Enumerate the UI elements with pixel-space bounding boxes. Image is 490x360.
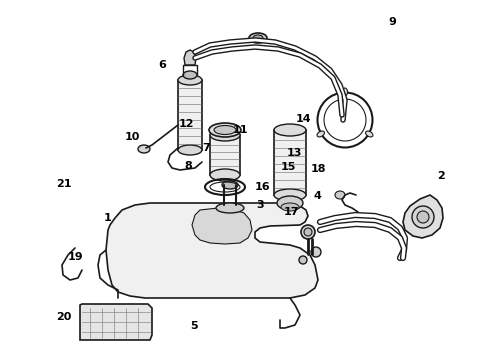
Text: 7: 7 [202,143,210,153]
Ellipse shape [216,203,244,213]
Polygon shape [403,195,443,238]
Text: 18: 18 [311,164,326,174]
Text: 9: 9 [388,17,396,27]
Ellipse shape [277,196,303,210]
Ellipse shape [253,35,263,41]
Text: 8: 8 [185,161,193,171]
Text: 17: 17 [284,207,299,217]
Ellipse shape [209,123,241,137]
Ellipse shape [281,203,299,211]
Text: 4: 4 [314,191,321,201]
Ellipse shape [183,71,197,79]
Bar [274,130,306,195]
Ellipse shape [249,33,267,43]
Polygon shape [80,304,152,340]
Text: 15: 15 [280,162,296,172]
Text: 11: 11 [232,125,248,135]
Ellipse shape [222,181,238,189]
Ellipse shape [311,247,321,257]
Ellipse shape [304,228,312,236]
Ellipse shape [417,211,429,223]
Bar [210,135,240,175]
Ellipse shape [210,169,240,181]
Ellipse shape [301,225,315,239]
Text: 19: 19 [68,252,84,262]
Text: 20: 20 [56,312,72,322]
Ellipse shape [335,191,345,199]
Text: 10: 10 [124,132,140,142]
Ellipse shape [274,189,306,201]
Text: 6: 6 [158,60,166,70]
Text: 21: 21 [56,179,72,189]
Text: 2: 2 [437,171,445,181]
Text: 16: 16 [254,182,270,192]
Text: 14: 14 [296,114,312,124]
Ellipse shape [210,129,240,141]
Polygon shape [192,208,252,244]
Ellipse shape [317,131,324,137]
Ellipse shape [274,124,306,136]
Text: 1: 1 [104,213,112,223]
Text: 3: 3 [256,200,264,210]
Ellipse shape [214,126,236,135]
Ellipse shape [412,206,434,228]
Ellipse shape [343,88,347,96]
Text: 13: 13 [286,148,302,158]
Ellipse shape [178,145,202,155]
Polygon shape [106,203,318,298]
Text: 12: 12 [178,119,194,129]
Ellipse shape [178,75,202,85]
Polygon shape [184,50,196,65]
Text: 5: 5 [190,321,197,331]
Ellipse shape [138,145,150,153]
Ellipse shape [366,131,373,137]
Bar [178,80,202,150]
Ellipse shape [299,256,307,264]
